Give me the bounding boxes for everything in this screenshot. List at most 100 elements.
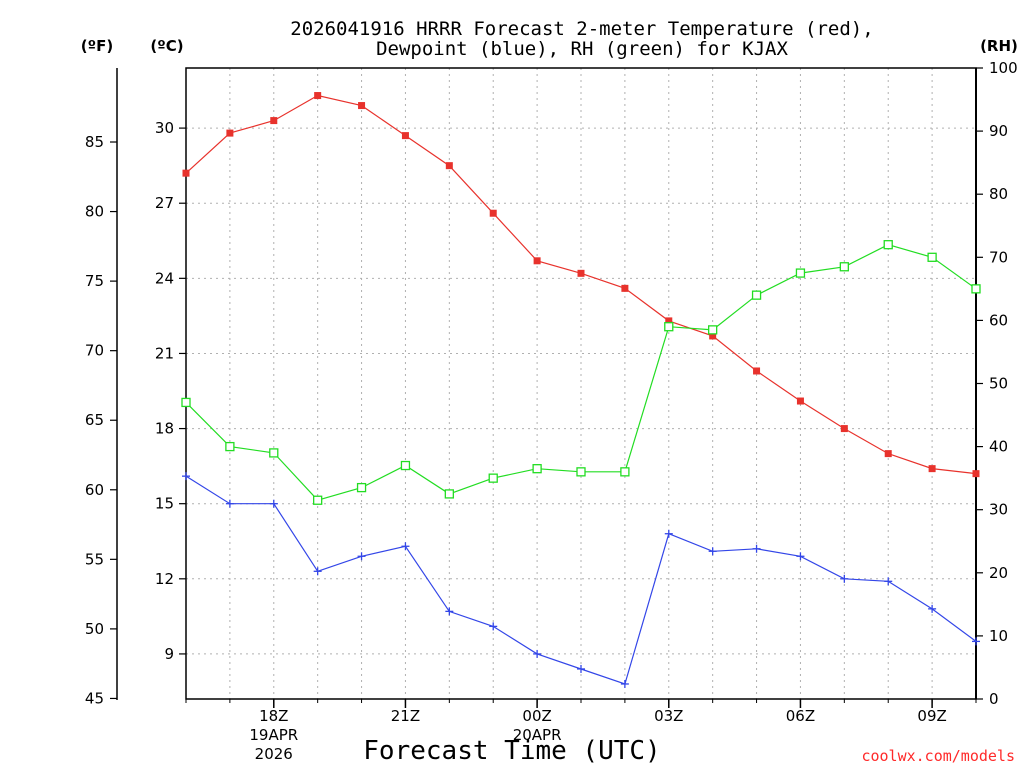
rh-point (620, 467, 630, 477)
fahrenheit-tick-label: 75 (85, 272, 104, 290)
x-tick-sublabel: 2026 (255, 745, 293, 763)
rh-series (181, 240, 981, 505)
temperature-point (709, 332, 717, 340)
temperature-point (928, 465, 936, 473)
x-tick-label: 21Z (391, 707, 420, 725)
rh-point (795, 268, 806, 278)
celsius-tick-label: 21 (155, 344, 174, 362)
fahrenheit-tick-label: 65 (85, 411, 104, 429)
rh-point (576, 467, 586, 477)
rh-tick-label: 10 (989, 627, 1008, 645)
fahrenheit-tick-label: 55 (85, 550, 104, 568)
temperature-point (445, 162, 453, 170)
rh-point (927, 252, 937, 262)
dewpoint-point (225, 499, 234, 508)
temperature-point (182, 169, 190, 177)
temperature-series (182, 92, 980, 478)
dewpoint-point (796, 552, 805, 561)
rh-point (532, 464, 542, 474)
x-tick-label: 03Z (654, 707, 683, 725)
dewpoint-point (620, 679, 629, 688)
rh-point (181, 397, 191, 408)
rh-point (400, 460, 411, 471)
rh-tick-label: 60 (989, 311, 1008, 329)
dewpoint-point (708, 547, 717, 556)
x-tick-label: 00Z (522, 707, 551, 725)
rh-point (313, 495, 323, 505)
rh-tick-label: 100 (989, 59, 1018, 77)
x-tick-label: 18Z (259, 707, 288, 725)
rh-tick-label: 80 (989, 185, 1008, 203)
fahrenheit-tick-label: 60 (85, 481, 104, 499)
fahrenheit-tick-label: 85 (85, 133, 104, 151)
dewpoint-series (182, 472, 980, 688)
dewpoint-point (884, 577, 893, 586)
dewpoint-point (269, 499, 278, 508)
temperature-point (226, 129, 234, 137)
rh-tick-label: 90 (989, 122, 1008, 140)
celsius-tick-label: 9 (164, 645, 174, 663)
fahrenheit-tick-label: 50 (85, 620, 104, 638)
dewpoint-point (313, 567, 322, 576)
dewpoint-point (972, 637, 980, 646)
x-tick-sublabel: 20APR (513, 726, 562, 744)
celsius-tick-label: 12 (155, 570, 174, 588)
rh-tick-label: 20 (989, 564, 1008, 582)
dewpoint-point (489, 622, 498, 631)
rh-point (664, 322, 674, 332)
temperature-point (621, 284, 629, 292)
rh-point (971, 284, 981, 294)
rh-unit-label: (RH) (980, 37, 1018, 55)
dewpoint-point (182, 472, 190, 481)
rh-line (185, 244, 977, 501)
celsius-tick-label: 30 (155, 119, 174, 137)
dewpoint-point (752, 544, 761, 553)
watermark: coolwx.com/models (861, 747, 1015, 765)
gridlines (186, 68, 976, 699)
celsius-unit-label: (ºC) (150, 37, 183, 55)
temperature-point (753, 367, 761, 375)
fahrenheit-tick-label: 70 (85, 342, 104, 360)
fahrenheit-tick-label: 45 (85, 689, 104, 707)
temperature-point (884, 450, 892, 458)
x-tick-label: 06Z (786, 707, 815, 725)
temperature-point (840, 425, 848, 433)
x-tick-sublabel: 19APR (249, 726, 298, 744)
temperature-point (489, 209, 497, 217)
fahrenheit-unit-label: (ºF) (81, 37, 113, 55)
temperature-point (796, 397, 804, 405)
dewpoint-point (664, 529, 673, 538)
rh-point (225, 441, 235, 452)
celsius-tick-label: 18 (155, 420, 174, 438)
temperature-point (533, 257, 541, 265)
rh-tick-label: 70 (989, 248, 1008, 266)
fahrenheit-tick-label: 80 (85, 203, 104, 221)
temperature-point (270, 117, 278, 125)
plot-frame (185, 67, 977, 700)
x-axis-title: Forecast Time (UTC) (363, 736, 660, 766)
rh-tick-label: 50 (989, 375, 1008, 393)
temperature-point (358, 102, 366, 110)
celsius-tick-label: 15 (155, 495, 174, 513)
dewpoint-point (401, 542, 410, 551)
dewpoint-point (533, 649, 542, 658)
temperature-point (401, 132, 409, 140)
dewpoint-point (928, 604, 937, 613)
rh-tick-label: 0 (989, 690, 999, 708)
chart-title: 2026041916 HRRR Forecast 2-meter Tempera… (290, 18, 873, 40)
rh-point (444, 489, 454, 499)
rh-point (883, 240, 893, 250)
rh-point (751, 290, 762, 300)
temperature-point (577, 269, 585, 277)
temperature-point (665, 317, 673, 325)
x-tick-label: 09Z (917, 707, 946, 725)
rh-point (488, 473, 498, 483)
rh-point (708, 325, 718, 335)
dewpoint-point (840, 574, 849, 583)
celsius-tick-label: 27 (155, 194, 174, 212)
dewpoint-point (445, 607, 454, 616)
rh-point (269, 448, 279, 458)
celsius-tick-label: 24 (155, 269, 174, 287)
temperature-point (972, 470, 980, 478)
